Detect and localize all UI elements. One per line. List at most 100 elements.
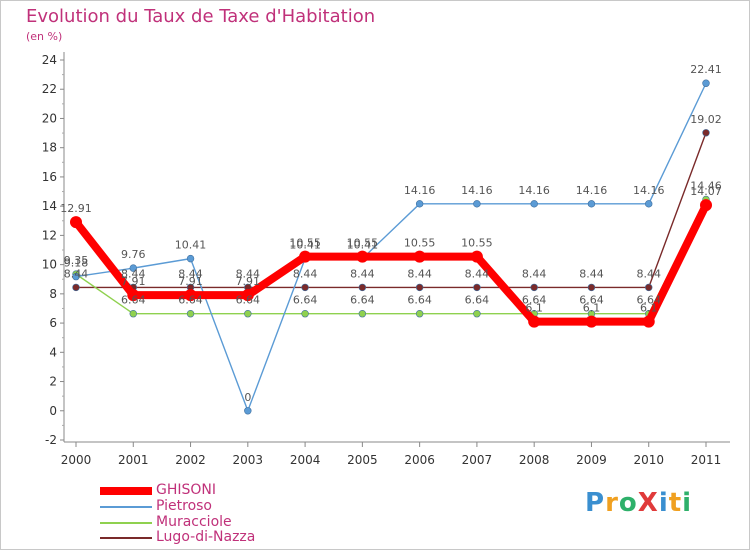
data-label-pietroso-2002: 10.41 bbox=[175, 239, 207, 252]
data-label-muracciole-2006: 6.64 bbox=[407, 294, 432, 307]
y-tick-label: 20 bbox=[42, 111, 57, 125]
data-label-pietroso-2007: 14.16 bbox=[461, 184, 493, 197]
y-tick-label: 6 bbox=[49, 316, 57, 330]
data-label-lugo-di-nazza-2000: 8.44 bbox=[64, 267, 89, 280]
point-pietroso-2010 bbox=[645, 200, 653, 208]
data-label-ghisoni-2004: 10.55 bbox=[289, 237, 321, 250]
x-tick-label: 2010 bbox=[633, 453, 664, 467]
y-tick-label: 0 bbox=[49, 404, 57, 418]
point-muracciole-2005 bbox=[358, 310, 367, 318]
data-label-ghisoni-2009: 6.1 bbox=[583, 302, 601, 315]
y-tick-label: 18 bbox=[42, 141, 57, 155]
legend-label-muracciole: Muracciole bbox=[156, 514, 232, 530]
point-pietroso-2002 bbox=[186, 254, 195, 263]
data-label-muracciole-2003: 6.64 bbox=[236, 294, 261, 307]
point-ghisoni-2007 bbox=[470, 250, 483, 263]
series-layer bbox=[70, 79, 712, 415]
point-lugo-di-nazza-2005 bbox=[358, 283, 367, 292]
data-label-lugo-di-nazza-2001: 8.44 bbox=[121, 267, 146, 280]
point-ghisoni-2011 bbox=[700, 199, 712, 212]
data-label-lugo-di-nazza-2008: 8.44 bbox=[522, 267, 547, 280]
x-tick-label: 2008 bbox=[519, 453, 550, 467]
data-label-pietroso-2000: 9.18 bbox=[64, 257, 89, 270]
point-muracciole-2007 bbox=[473, 310, 481, 318]
point-lugo-di-nazza-2007 bbox=[473, 283, 481, 292]
point-pietroso-2006 bbox=[415, 200, 424, 208]
logo-letter: i bbox=[658, 488, 669, 518]
data-label-lugo-di-nazza-2005: 8.44 bbox=[350, 267, 375, 280]
data-label-ghisoni-2010: 6.1 bbox=[640, 302, 658, 315]
data-label-ghisoni-2006: 10.55 bbox=[404, 237, 436, 250]
data-label-lugo-di-nazza-2010: 8.44 bbox=[636, 267, 661, 280]
point-lugo-di-nazza-2006 bbox=[415, 283, 424, 292]
y-tick-label: 22 bbox=[42, 82, 57, 96]
data-label-lugo-di-nazza-2003: 8.44 bbox=[236, 267, 261, 280]
logo-letter: o bbox=[618, 488, 638, 518]
data-label-pietroso-2001: 9.76 bbox=[121, 248, 146, 261]
x-tick-label: 2003 bbox=[233, 453, 264, 467]
y-tick-label: 14 bbox=[42, 199, 57, 213]
data-label-ghisoni-2000: 12.91 bbox=[60, 202, 92, 215]
data-label-lugo-di-nazza-2009: 8.44 bbox=[579, 267, 604, 280]
series-line-muracciole bbox=[75, 198, 707, 315]
data-label-muracciole-2010: 6.64 bbox=[636, 294, 661, 307]
y-tick-label: 2 bbox=[49, 375, 57, 389]
point-muracciole-2002 bbox=[186, 310, 195, 318]
x-tick-label: 2005 bbox=[347, 453, 378, 467]
logo-letter: P bbox=[585, 488, 606, 518]
data-label-muracciole-2011: 14.46 bbox=[690, 179, 722, 192]
x-tick-label: 2004 bbox=[290, 453, 321, 467]
data-label-muracciole-2009: 6.64 bbox=[579, 294, 604, 307]
legend-label-ghisoni: GHISONI bbox=[156, 482, 217, 498]
data-label-muracciole-2005: 6.64 bbox=[350, 294, 375, 307]
data-label-muracciole-2002: 6.64 bbox=[178, 294, 203, 307]
series-line-pietroso bbox=[75, 82, 707, 412]
point-lugo-di-nazza-2004 bbox=[301, 283, 309, 292]
legend-label-lugo-di-nazza: Lugo-di-Nazza bbox=[156, 529, 256, 545]
legend-label-pietroso: Pietroso bbox=[156, 498, 212, 514]
point-lugo-di-nazza-2010 bbox=[645, 283, 653, 292]
data-label-pietroso-2011: 22.41 bbox=[690, 63, 722, 76]
point-pietroso-2007 bbox=[473, 200, 481, 208]
point-ghisoni-2004 bbox=[299, 250, 312, 263]
data-label-ghisoni-2002: 7.91 bbox=[178, 275, 203, 288]
x-tick-label: 2002 bbox=[175, 453, 206, 467]
data-label-ghisoni-2007: 10.55 bbox=[461, 237, 493, 250]
point-ghisoni-2009 bbox=[585, 315, 598, 328]
x-tick-label: 2006 bbox=[404, 453, 435, 467]
series-line-ghisoni bbox=[72, 201, 710, 326]
legend-swatch-lugo-di-nazza bbox=[100, 537, 152, 539]
y-tick-label: 16 bbox=[42, 170, 57, 184]
chart-title: Evolution du Taux de Taxe d'Habitation bbox=[26, 6, 376, 27]
series-line-lugo-di-nazza bbox=[75, 132, 707, 289]
data-label-pietroso-2008: 14.16 bbox=[518, 184, 550, 197]
x-tick-label: 2001 bbox=[118, 453, 149, 467]
data-label-ghisoni-2003: 7.91 bbox=[236, 275, 261, 288]
logo-letter: i bbox=[682, 488, 693, 518]
data-label-ghisoni-2008: 6.1 bbox=[525, 302, 543, 315]
point-muracciole-2006 bbox=[415, 310, 424, 318]
data-label-pietroso-2004: 10.41 bbox=[289, 239, 321, 252]
point-lugo-di-nazza-2011 bbox=[702, 129, 710, 137]
data-label-pietroso-2005: 10.41 bbox=[347, 239, 379, 252]
data-label-pietroso-2003: 0 bbox=[244, 391, 251, 404]
point-ghisoni-2003 bbox=[241, 289, 254, 302]
data-label-ghisoni-2005: 10.55 bbox=[347, 237, 379, 250]
point-pietroso-2008 bbox=[530, 200, 538, 208]
data-label-muracciole-2001: 6.64 bbox=[121, 294, 146, 307]
point-lugo-di-nazza-2008 bbox=[530, 283, 538, 292]
logo-letter: r bbox=[605, 488, 619, 518]
data-label-muracciole-2008: 6.64 bbox=[522, 294, 547, 307]
point-ghisoni-2002 bbox=[184, 289, 197, 302]
y-tick-label: -2 bbox=[45, 433, 57, 447]
point-lugo-di-nazza-2009 bbox=[587, 283, 596, 292]
point-pietroso-2003 bbox=[244, 407, 252, 415]
point-pietroso-2000 bbox=[72, 272, 80, 281]
data-label-pietroso-2010: 14.16 bbox=[633, 184, 665, 197]
point-ghisoni-2005 bbox=[356, 250, 369, 263]
point-muracciole-2003 bbox=[244, 310, 252, 318]
point-ghisoni-2000 bbox=[70, 216, 82, 229]
